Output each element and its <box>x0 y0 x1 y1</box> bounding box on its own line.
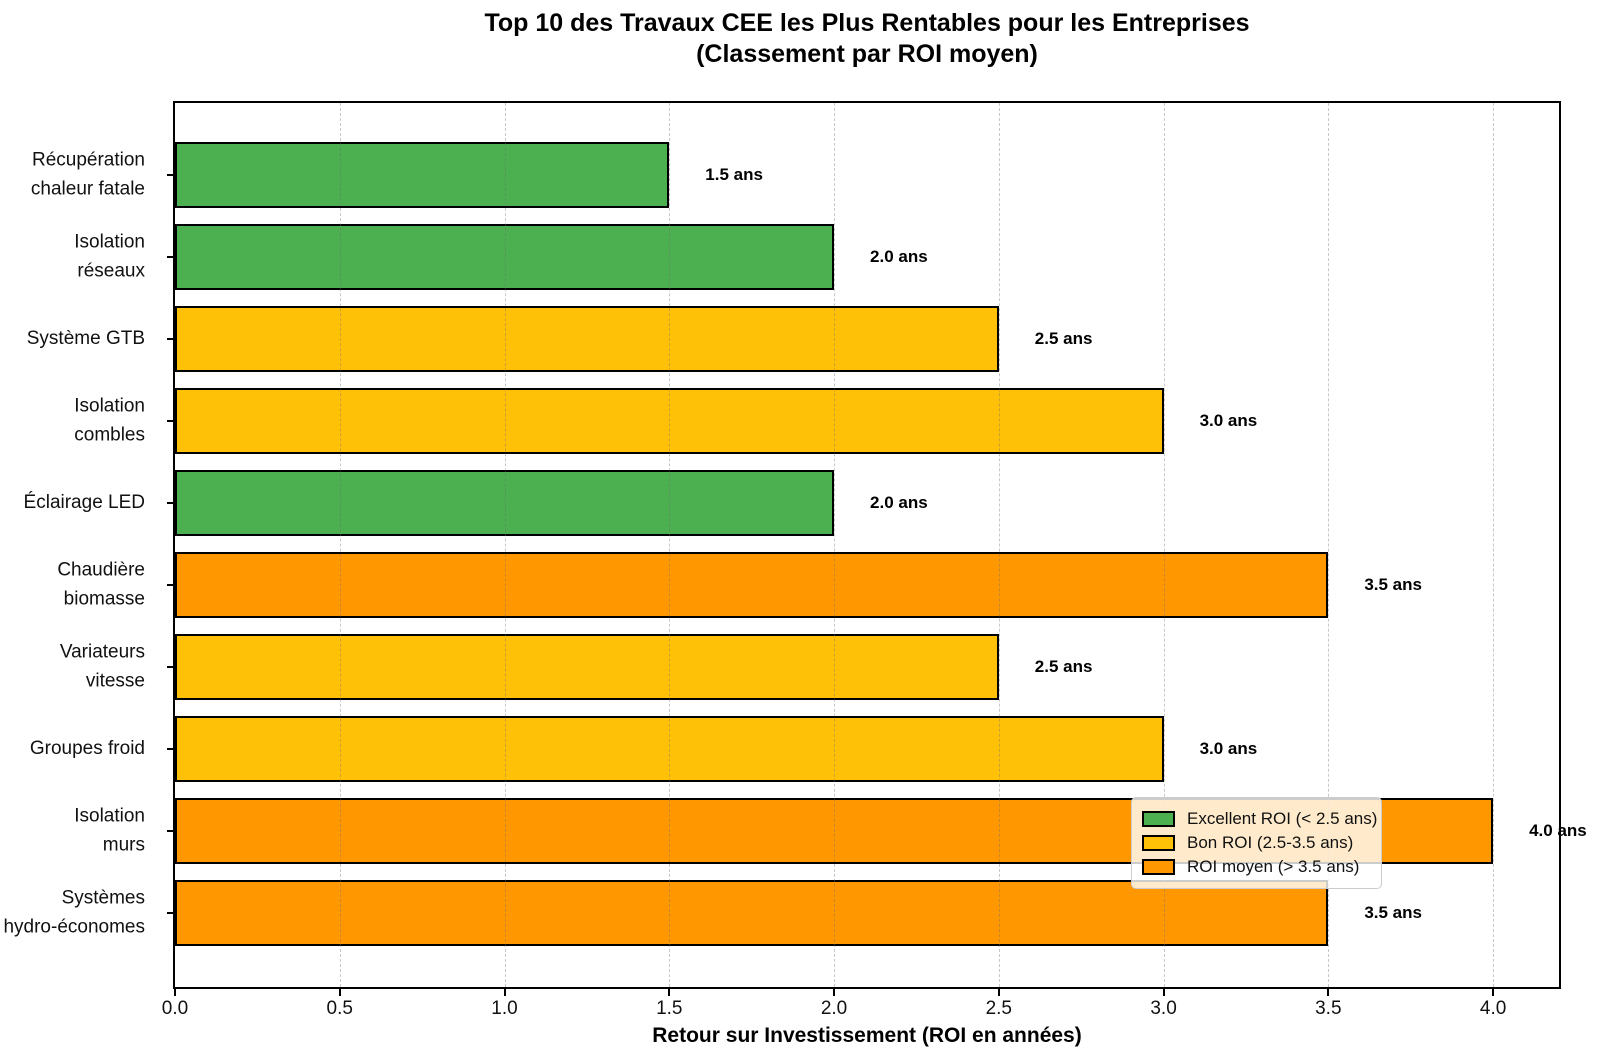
x-axis-tick <box>1492 987 1495 996</box>
legend-item-label: ROI moyen (> 3.5 ans) <box>1187 857 1360 876</box>
bar-value-label: 1.5 ans <box>705 165 763 184</box>
legend-swatch-icon <box>1142 835 1175 851</box>
x-axis-tick-label: 2.5 <box>985 998 1012 1019</box>
x-axis-label: Retour sur Investissement (ROI en années… <box>652 1024 1082 1047</box>
bar-8 <box>175 716 1164 782</box>
y-axis-tick <box>167 420 175 422</box>
y-axis-tick <box>167 338 175 340</box>
x-axis-tick-label: 3.5 <box>1315 998 1342 1019</box>
x-axis-tick-label: 4.0 <box>1479 998 1507 1019</box>
x-axis-tick <box>338 987 341 996</box>
bar-value-label: 4.0 ans <box>1529 821 1587 840</box>
x-axis-tick-label: 2.0 <box>820 998 848 1019</box>
chart-title-line2: (Classement par ROI moyen) <box>696 39 1038 68</box>
legend-item-2: Bon ROI (2.5-3.5 ans) <box>1142 831 1371 855</box>
category-label: Éclairage LED <box>23 491 145 513</box>
legend-item-label: Excellent ROI (< 2.5 ans) <box>1187 809 1378 828</box>
y-axis-tick <box>167 174 175 176</box>
y-axis-tick <box>167 256 175 258</box>
category-label: Système GTB <box>26 327 145 349</box>
category-label: Isolation murs <box>74 805 145 856</box>
bar-10 <box>175 880 1329 946</box>
bar-2 <box>175 224 835 290</box>
bar-value-label: 2.0 ans <box>870 493 928 512</box>
category-label: Groupes froid <box>29 737 145 759</box>
bar-1 <box>175 142 670 208</box>
x-axis-tick <box>174 987 176 996</box>
bar-value-label: 2.0 ans <box>870 247 928 266</box>
legend-item-label: Bon ROI (2.5-3.5 ans) <box>1187 833 1354 852</box>
chart-title-line1: Top 10 des Travaux CEE les Plus Rentable… <box>484 9 1250 37</box>
chart-legend: Excellent ROI (< 2.5 ans) Bon ROI (2.5-3.… <box>1131 797 1382 889</box>
bar-6 <box>175 552 1329 618</box>
plot-area: Récupération chaleur fatale 1.5 ans Isolat… <box>3 101 1587 989</box>
bar-value-label: 3.5 ans <box>1364 575 1422 594</box>
x-axis-tick <box>503 987 506 996</box>
category-label: Variateurs vitesse <box>59 641 145 692</box>
y-axis-tick <box>167 912 175 914</box>
x-axis-tick <box>833 987 836 996</box>
category-label: Isolation combles <box>74 395 145 446</box>
x-axis-tick-label: 1.0 <box>491 998 518 1019</box>
x-axis-tick <box>1327 987 1330 996</box>
bar-value-label: 3.5 ans <box>1364 903 1422 922</box>
gridline-x-4 <box>1493 103 1495 987</box>
x-axis-tick-label: 0.0 <box>161 998 189 1019</box>
bar-value-label: 2.5 ans <box>1034 657 1093 676</box>
chart-title: Top 10 des Travaux CEE les Plus Rentable… <box>173 8 1561 69</box>
y-axis-tick <box>167 830 175 832</box>
y-axis-tick <box>167 748 175 750</box>
legend-item-1: Excellent ROI (< 2.5 ans) <box>1142 807 1377 831</box>
bar-3 <box>175 306 999 372</box>
category-label: Chaudière biomasse <box>57 559 145 610</box>
x-axis-tick <box>997 987 1000 996</box>
legend-swatch-icon <box>1142 811 1175 827</box>
x-axis-tick-label: 1.5 <box>656 998 683 1019</box>
bar-4 <box>175 388 1164 454</box>
bar-7 <box>175 634 999 700</box>
category-label: Systèmes hydro-économes <box>3 887 145 938</box>
legend-item-3: ROI moyen (> 3.5 ans) <box>1142 855 1371 879</box>
legend-swatch-icon <box>1142 859 1175 875</box>
y-axis-tick <box>167 502 175 504</box>
x-axis-tick-label: 3.0 <box>1150 998 1177 1019</box>
bar-value-label: 2.5 ans <box>1034 329 1093 348</box>
bar-5 <box>175 470 835 536</box>
bar-value-label: 3.0 ans <box>1199 411 1258 430</box>
y-axis-tick <box>167 666 175 668</box>
x-axis-tick <box>1162 987 1165 996</box>
bar-value-label: 3.0 ans <box>1199 739 1258 758</box>
category-label: Isolation réseaux <box>74 231 145 282</box>
x-axis-tick-label: 0.5 <box>326 998 353 1019</box>
x-axis-tick <box>668 987 671 996</box>
category-label: Récupération chaleur fatale <box>30 149 145 200</box>
y-axis-tick <box>167 584 175 586</box>
